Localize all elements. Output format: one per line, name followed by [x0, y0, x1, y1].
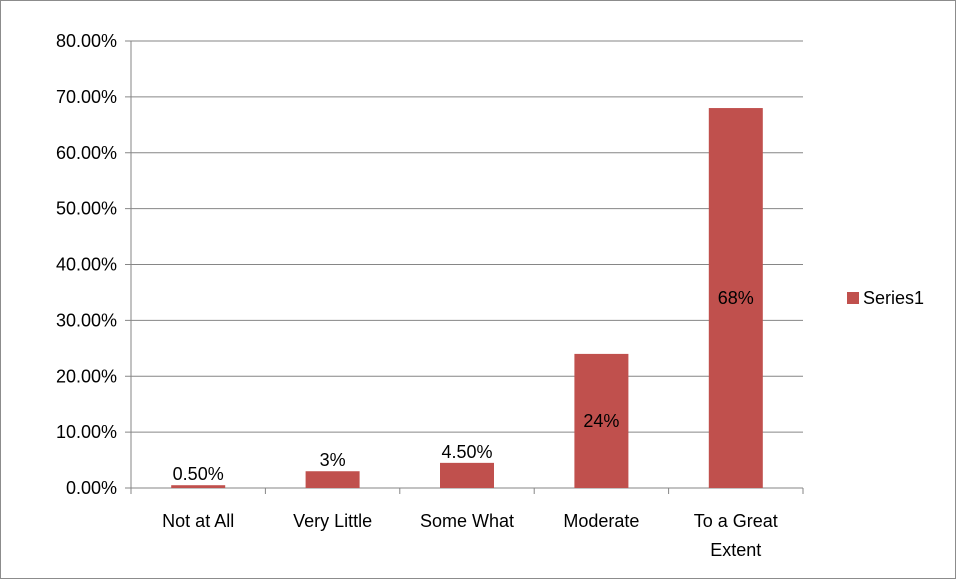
- gridlines: [131, 40, 803, 433]
- x-tick-label: Not at All: [162, 511, 234, 531]
- x-tick-label: Extent: [710, 540, 761, 560]
- bar: [171, 485, 226, 488]
- x-tick-label: Very Little: [293, 511, 372, 531]
- x-tick-label: Some What: [420, 511, 514, 531]
- x-axis-tick-labels: Not at All Very Little Some What Moderate To…: [162, 511, 778, 560]
- y-tick-label: 70.00%: [56, 87, 117, 107]
- y-tick-label: 30.00%: [56, 310, 117, 330]
- data-label: 3%: [320, 450, 346, 470]
- y-tick-label: 50.00%: [56, 199, 117, 219]
- legend: Series1: [847, 288, 924, 308]
- data-label: 0.50%: [173, 464, 224, 484]
- bar: [305, 471, 360, 488]
- y-tick-label: 20.00%: [56, 366, 117, 386]
- bar: [440, 462, 494, 488]
- legend-label: Series1: [863, 288, 924, 308]
- data-label: 4.50%: [441, 442, 492, 462]
- y-tick-label: 0.00%: [66, 478, 117, 498]
- data-label: 24%: [583, 411, 619, 431]
- axes: [125, 40, 804, 494]
- data-labels: 0.50% 3% 4.50% 24% 68%: [173, 288, 754, 484]
- y-axis-tick-labels: 0.00% 10.00% 20.00% 30.00% 40.00% 50.00% 60.00…: [56, 31, 117, 498]
- bars: [171, 108, 763, 489]
- y-tick-label: 80.00%: [56, 31, 117, 51]
- x-tick-label: To a Great: [694, 511, 778, 531]
- y-tick-label: 40.00%: [56, 255, 117, 275]
- y-tick-label: 60.00%: [56, 143, 117, 163]
- bar: [708, 108, 763, 489]
- data-label: 68%: [718, 288, 754, 308]
- legend-swatch: [847, 292, 859, 304]
- bar: [574, 353, 629, 488]
- y-tick-label: 10.00%: [56, 422, 117, 442]
- x-tick-label: Moderate: [563, 511, 639, 531]
